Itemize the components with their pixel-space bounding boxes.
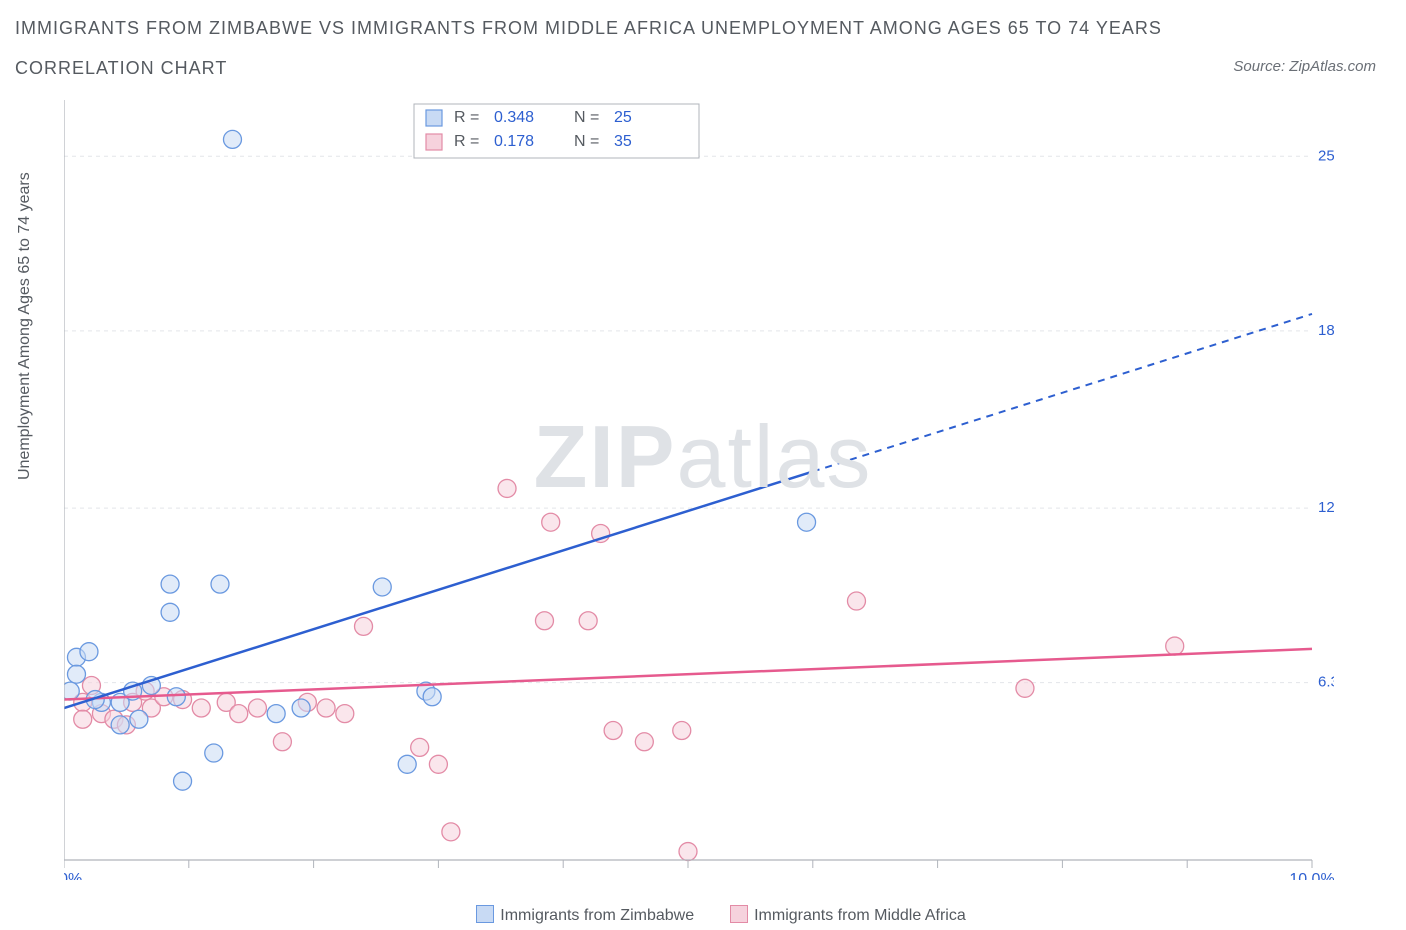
middleafrica-point: [535, 612, 553, 630]
legend-r-label: R =: [454, 133, 479, 150]
legend-bottom-swatch-zimbabwe: [476, 905, 494, 923]
middleafrica-point: [442, 823, 460, 841]
legend-swatch-middleafrica: [426, 134, 442, 150]
trendline-middleafrica: [64, 649, 1312, 700]
legend-r-value-middleafrica: 0.178: [494, 133, 534, 150]
zimbabwe-point: [130, 710, 148, 728]
middleafrica-point: [1016, 679, 1034, 697]
y-tick-label: 12.5%: [1318, 499, 1334, 516]
zimbabwe-point: [167, 688, 185, 706]
middleafrica-point: [498, 479, 516, 497]
legend-bottom-label-zimbabwe: Immigrants from Zimbabwe: [500, 907, 694, 924]
middleafrica-point: [317, 699, 335, 717]
middleafrica-point: [192, 699, 210, 717]
middleafrica-point: [336, 705, 354, 723]
middleafrica-point: [679, 843, 697, 861]
legend-bottom: Immigrants from Zimbabwe Immigrants from …: [0, 905, 1406, 925]
middleafrica-point: [273, 733, 291, 751]
middleafrica-point: [429, 755, 447, 773]
middleafrica-point: [635, 733, 653, 751]
zimbabwe-point: [111, 716, 129, 734]
trendline-zimbabwe-ext: [813, 314, 1312, 472]
zimbabwe-point: [373, 578, 391, 596]
middleafrica-point: [74, 710, 92, 728]
middleafrica-point: [248, 699, 266, 717]
source-attribution: Source: ZipAtlas.com: [1233, 58, 1376, 75]
legend-n-label: N =: [574, 109, 599, 126]
middleafrica-point: [542, 513, 560, 531]
watermark-rest: atlas: [677, 407, 873, 506]
zimbabwe-point: [798, 513, 816, 531]
zimbabwe-point: [267, 705, 285, 723]
y-axis-title: Unemployment Among Ages 65 to 74 years: [16, 172, 34, 480]
legend-n-value-middleafrica: 35: [614, 133, 632, 150]
middleafrica-point: [355, 617, 373, 635]
middleafrica-point: [230, 705, 248, 723]
y-tick-label: 6.3%: [1318, 674, 1334, 691]
chart-title-line2: CORRELATION CHART: [15, 58, 227, 79]
zimbabwe-point: [292, 699, 310, 717]
legend-bottom-label-middleafrica: Immigrants from Middle Africa: [754, 907, 966, 924]
zimbabwe-point: [211, 575, 229, 593]
zimbabwe-point: [174, 772, 192, 790]
legend-swatch-zimbabwe: [426, 110, 442, 126]
chart-title-line1: IMMIGRANTS FROM ZIMBABWE VS IMMIGRANTS F…: [15, 18, 1162, 39]
x-tick-label: 10.0%: [1289, 871, 1334, 880]
zimbabwe-point: [205, 744, 223, 762]
zimbabwe-point: [67, 665, 85, 683]
zimbabwe-point: [161, 575, 179, 593]
zimbabwe-point: [80, 643, 98, 661]
middleafrica-point: [673, 722, 691, 740]
y-tick-label: 18.8%: [1318, 322, 1334, 339]
source-name: ZipAtlas.com: [1289, 58, 1376, 75]
middleafrica-point: [604, 722, 622, 740]
y-tick-label: 25.0%: [1318, 147, 1334, 164]
zimbabwe-point: [64, 682, 79, 700]
x-tick-label: 0.0%: [64, 871, 82, 880]
middleafrica-point: [579, 612, 597, 630]
zimbabwe-point: [423, 688, 441, 706]
zimbabwe-point: [398, 755, 416, 773]
watermark: ZIPatlas: [534, 406, 873, 508]
legend-n-value-zimbabwe: 25: [614, 109, 632, 126]
zimbabwe-point: [161, 603, 179, 621]
legend-r-value-zimbabwe: 0.348: [494, 109, 534, 126]
middleafrica-point: [1166, 637, 1184, 655]
watermark-bold: ZIP: [534, 407, 677, 506]
middleafrica-point: [411, 738, 429, 756]
source-prefix: Source:: [1233, 58, 1289, 75]
legend-r-label: R =: [454, 109, 479, 126]
legend-n-label: N =: [574, 133, 599, 150]
zimbabwe-point: [223, 130, 241, 148]
middleafrica-point: [847, 592, 865, 610]
legend-bottom-swatch-middleafrica: [730, 905, 748, 923]
